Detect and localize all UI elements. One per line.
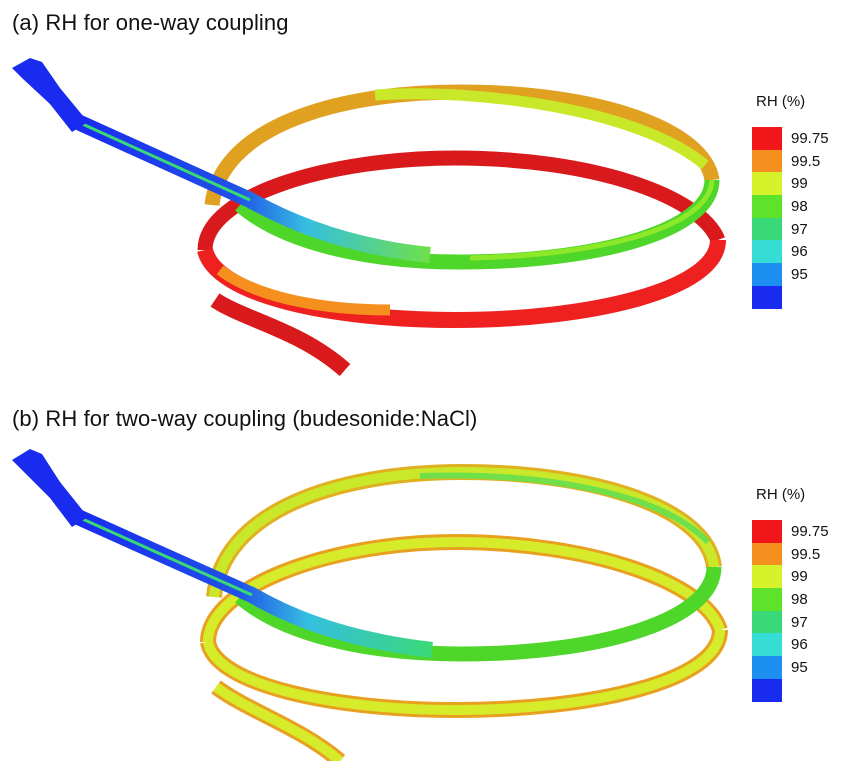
legend-swatch — [752, 195, 782, 218]
legend-row — [752, 678, 852, 702]
legend-row: 96 — [752, 240, 852, 264]
legend-swatch — [752, 542, 782, 566]
straight-inlet — [74, 114, 431, 263]
legend-label: 98 — [791, 590, 808, 608]
legend-label: 99.5 — [791, 545, 821, 563]
panel-title: (b) RH for two-way coupling (budesonide:… — [12, 406, 478, 431]
legend-label: 96 — [791, 243, 808, 261]
legend-label: 99.75 — [791, 129, 829, 147]
legend-swatch — [752, 656, 782, 679]
legend-label: 99 — [791, 568, 808, 586]
lower-coil-front — [200, 629, 728, 719]
legend-row: 99.75 — [752, 127, 852, 150]
legend-swatch — [752, 678, 782, 702]
legend-swatch — [752, 588, 782, 611]
outlet-tail — [210, 293, 351, 377]
straight-inlet — [74, 509, 433, 658]
legend-label: 97 — [791, 220, 808, 238]
lower-coil-back — [197, 150, 725, 251]
lower-coil-front — [197, 238, 726, 329]
color-legend: RH (%) 99.75 99.5 99 98 97 96 95 — [752, 486, 852, 702]
legend-label: 99.5 — [791, 152, 821, 170]
legend-row: 97 — [752, 217, 852, 241]
inlet-nozzle — [12, 58, 88, 132]
legend-swatch — [752, 217, 782, 241]
legend-swatch — [752, 285, 782, 309]
inlet-nozzle — [12, 449, 88, 527]
legend-row: 97 — [752, 610, 852, 634]
legend-swatch — [752, 610, 782, 634]
legend-row — [752, 285, 852, 309]
legend-row: 95 — [752, 656, 852, 679]
legend-swatch — [752, 520, 782, 543]
panel-two-way-coupling: (b) RH for two-way coupling (budesonide:… — [0, 392, 862, 761]
upper-coil-front — [235, 566, 722, 662]
legend-row: 99.5 — [752, 149, 852, 173]
legend-row: 99 — [752, 172, 852, 196]
color-legend: RH (%) 99.75 99.5 99 98 97 96 95 — [752, 93, 852, 309]
legend-label: 98 — [791, 197, 808, 215]
legend-swatch — [752, 172, 782, 196]
coil-tube-render — [12, 449, 728, 761]
legend-label: 99 — [791, 175, 808, 193]
panel-title: (a) RH for one-way coupling — [12, 10, 289, 35]
legend-row: 95 — [752, 263, 852, 286]
legend-row: 99.5 — [752, 542, 852, 566]
coil-tube-render — [12, 58, 726, 377]
legend-label: 96 — [791, 636, 808, 654]
legend-title: RH (%) — [756, 486, 806, 503]
legend-swatch — [752, 633, 782, 657]
legend-label: 95 — [791, 265, 808, 283]
legend-row: 96 — [752, 633, 852, 657]
legend-swatch — [752, 127, 782, 150]
legend-label: 99.75 — [791, 522, 829, 540]
panel-one-way-coupling: (a) RH for one-way coupling RH (%) — [0, 0, 862, 380]
legend-swatch — [752, 149, 782, 173]
legend-swatch — [752, 565, 782, 589]
legend-swatch — [752, 263, 782, 286]
legend-row: 98 — [752, 195, 852, 218]
legend-label: 97 — [791, 613, 808, 631]
legend-row: 99 — [752, 565, 852, 589]
legend-swatch — [752, 240, 782, 264]
legend-row: 99.75 — [752, 520, 852, 543]
legend-row: 98 — [752, 588, 852, 611]
legend-label: 95 — [791, 658, 808, 676]
legend-title: RH (%) — [756, 93, 806, 110]
